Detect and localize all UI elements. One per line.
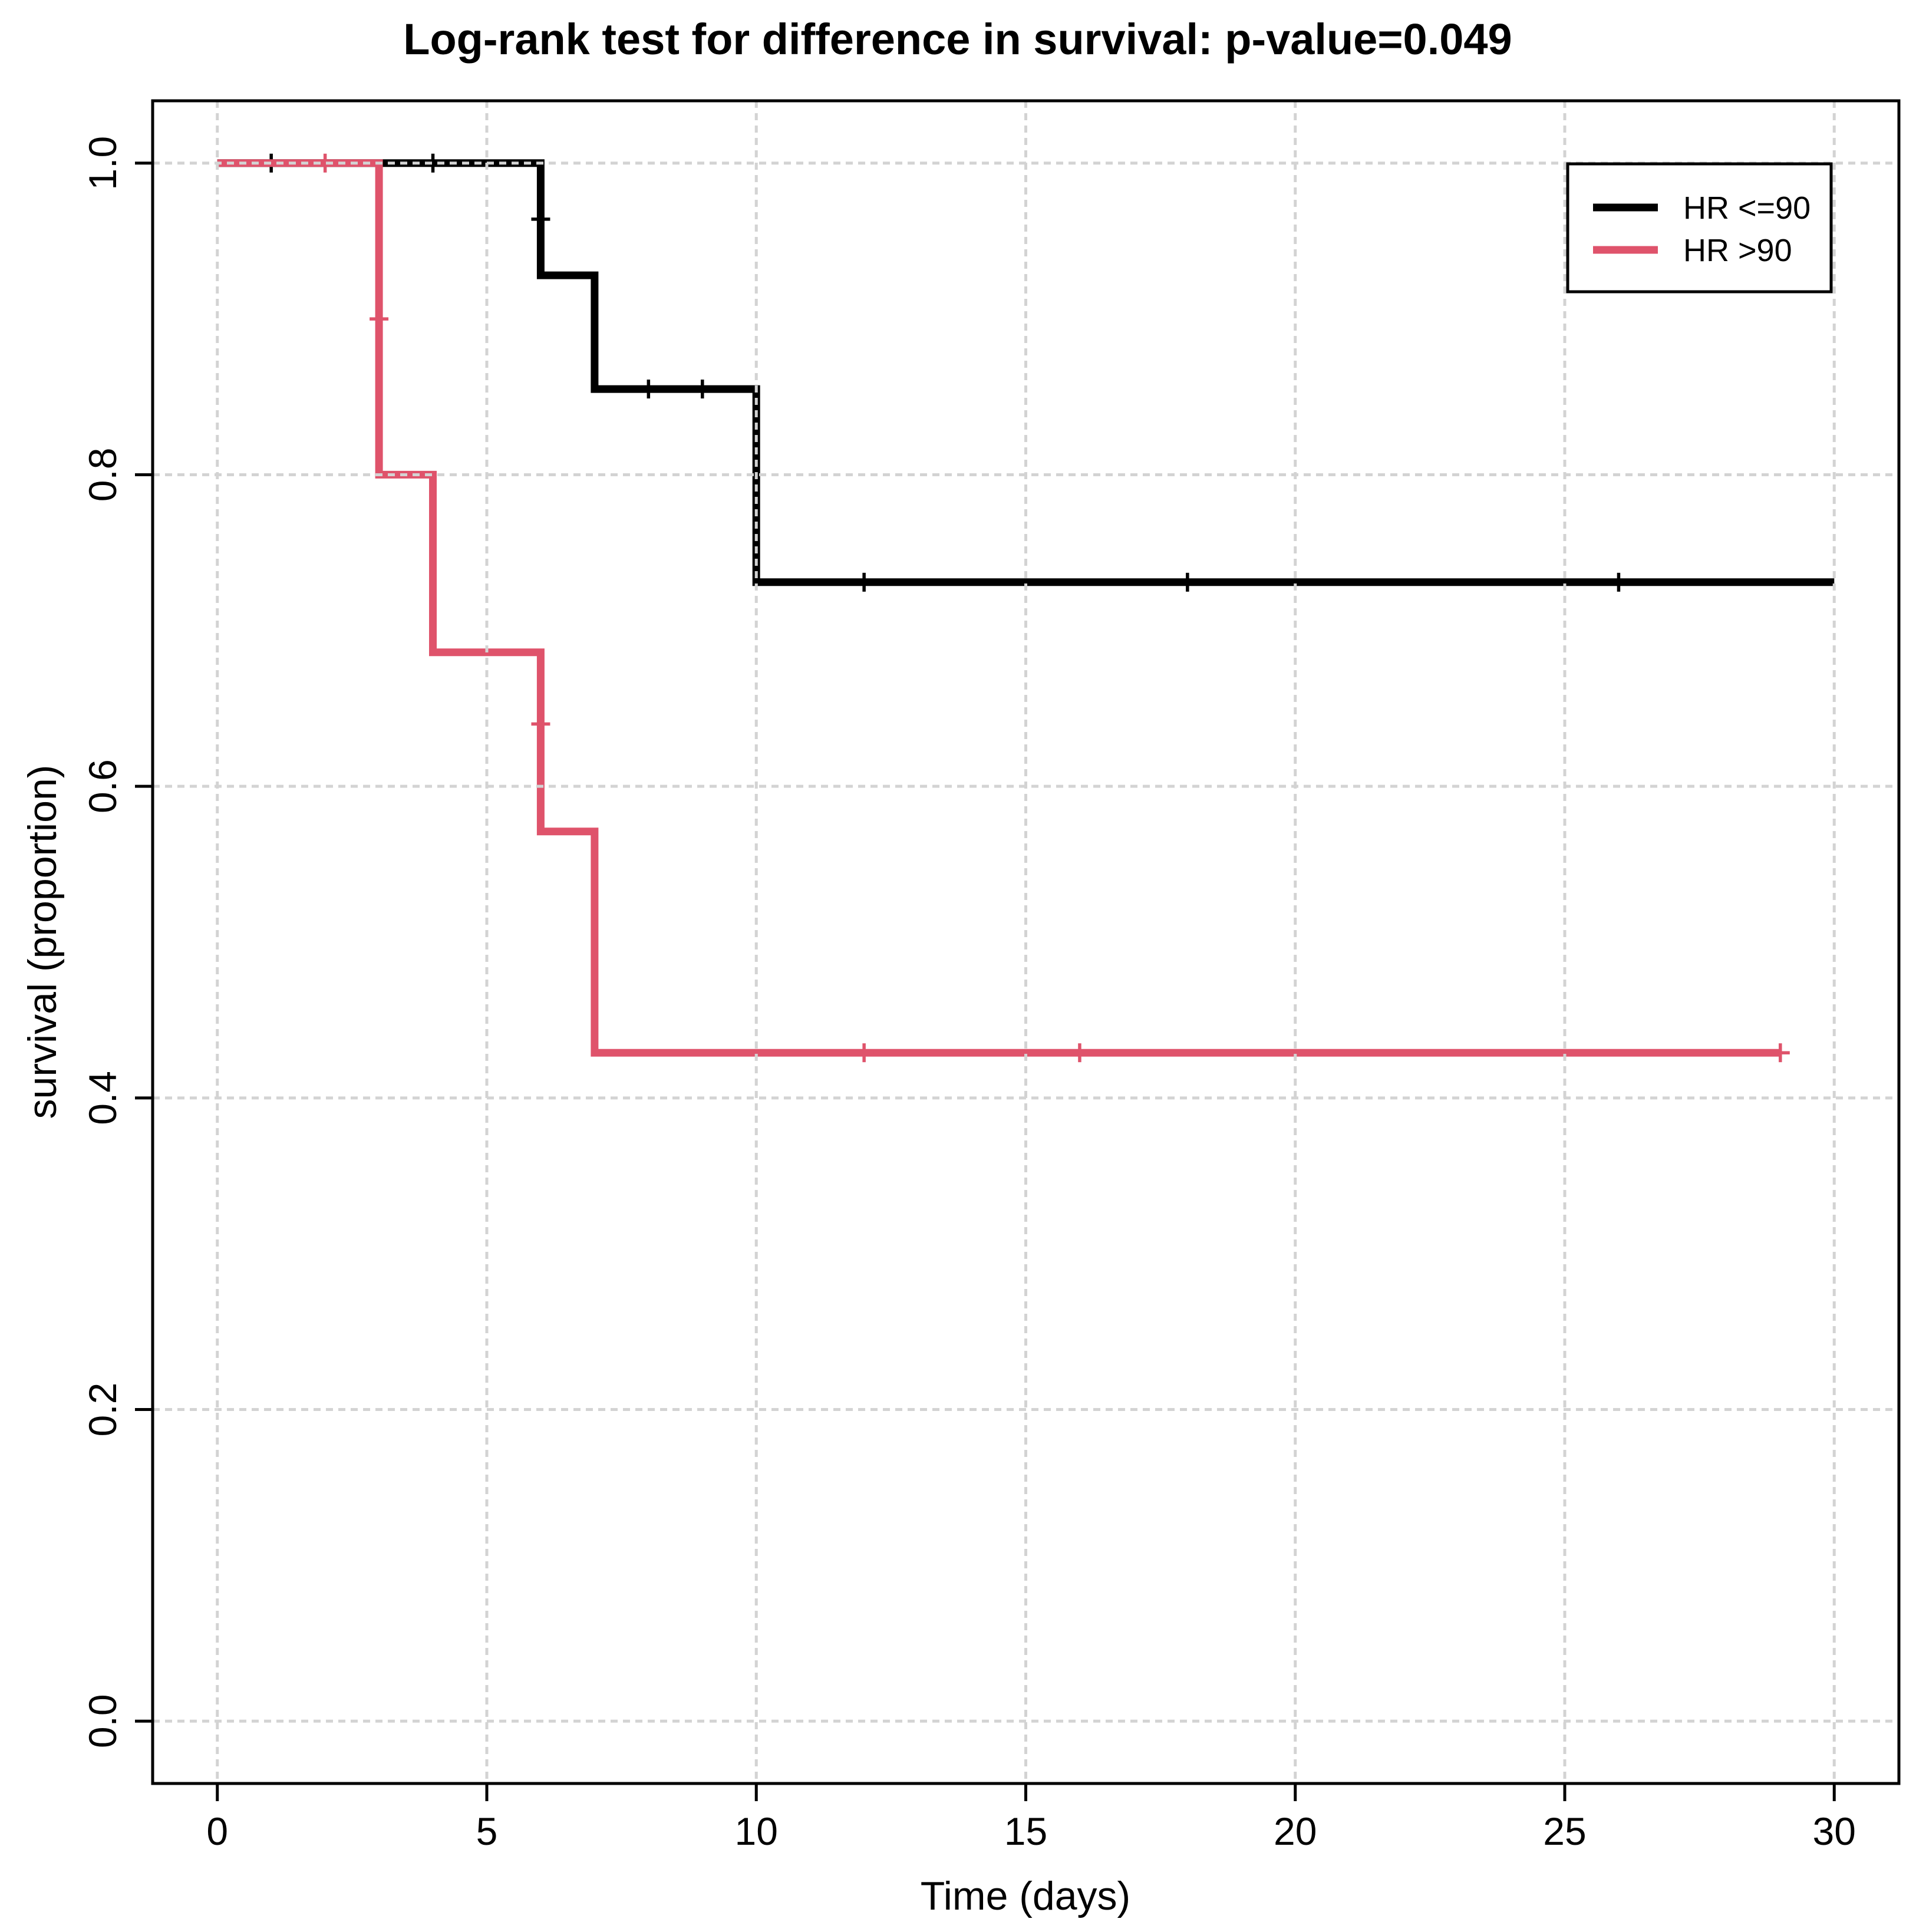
y-tick-label: 0.2 <box>81 1383 124 1437</box>
x-axis-title: Time (days) <box>921 1874 1130 1918</box>
legend-label-hr-le-90: HR <=90 <box>1683 190 1811 226</box>
x-tick-label: 5 <box>476 1809 498 1853</box>
legend: HR <=90 HR >90 <box>1566 162 1833 294</box>
x-tick-label: 15 <box>1004 1809 1047 1853</box>
survival-curve-hr-gt-90 <box>217 159 1780 1057</box>
axes-layer <box>135 99 1901 1801</box>
y-axis-title: survival (proportion) <box>20 765 65 1119</box>
x-tick-label: 30 <box>1813 1809 1856 1853</box>
x-tick-label: 0 <box>206 1809 228 1853</box>
legend-label-hr-gt-90: HR >90 <box>1683 233 1792 268</box>
chart-title: Log-rank test for difference in survival… <box>403 15 1512 64</box>
legend-box <box>1566 162 1833 294</box>
y-tick-label: 0.8 <box>81 448 124 502</box>
x-tick-label: 20 <box>1274 1809 1317 1853</box>
y-tick-label: 0.4 <box>81 1071 124 1125</box>
x-tick-label: 10 <box>735 1809 778 1853</box>
y-tick-label: 1.0 <box>81 136 124 190</box>
y-tick-label: 0.6 <box>81 759 124 813</box>
tick-labels-layer: 0 5 10 15 20 25 30 0.0 0.2 0.4 0.6 0.8 1.0 <box>81 136 1856 1853</box>
y-tick-label: 0.0 <box>81 1694 124 1748</box>
gridlines-layer <box>153 101 1899 1783</box>
x-tick-label: 25 <box>1543 1809 1586 1853</box>
